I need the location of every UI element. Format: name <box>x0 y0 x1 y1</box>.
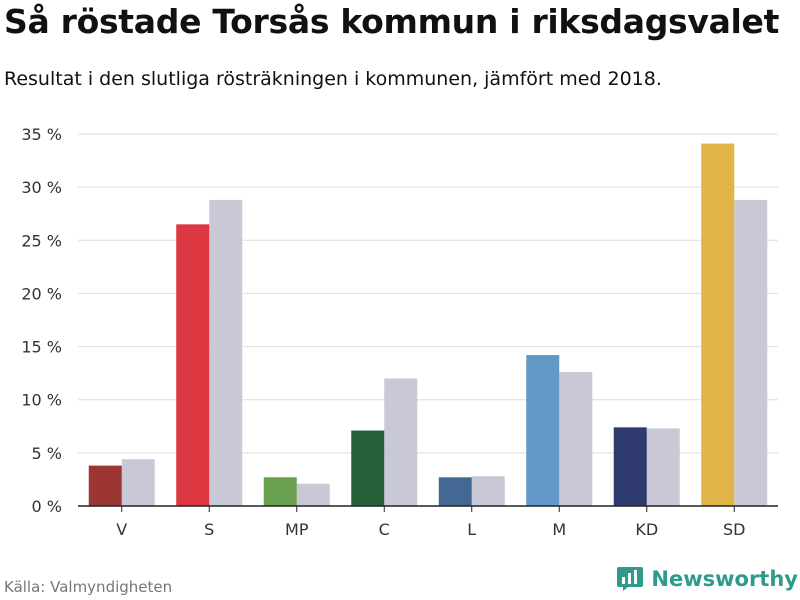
bar-current-s <box>176 224 210 507</box>
x-tick-label: MP <box>285 520 309 539</box>
bar-current-c <box>351 430 385 506</box>
y-tick-label: 0 % <box>32 497 62 516</box>
y-tick-label: 35 % <box>21 125 62 144</box>
bar-current-sd <box>701 143 735 506</box>
bar-current-m <box>526 355 560 506</box>
bar-2018-mp <box>296 483 330 506</box>
brand-logo: Newsworthy <box>616 566 798 592</box>
bar-chart-logo-icon <box>617 567 644 591</box>
brand-name: Newsworthy <box>651 567 798 591</box>
bar-2018-sd <box>734 199 768 506</box>
bar-2018-s <box>209 199 243 506</box>
bar-2018-l <box>471 476 505 506</box>
bar-2018-c <box>384 378 418 506</box>
chart-subtitle: Resultat i den slutliga rösträkningen i … <box>4 68 662 90</box>
bar-current-mp <box>263 477 297 506</box>
bar-current-kd <box>613 427 647 506</box>
x-tick-label: L <box>467 520 476 539</box>
x-tick-label: SD <box>723 520 745 539</box>
bar-current-v <box>88 465 122 506</box>
y-tick-label: 10 % <box>21 391 62 410</box>
bar-2018-m <box>559 372 593 506</box>
chart-title: Så röstade Torsås kommun i riksdagsvalet <box>4 2 780 41</box>
y-tick-label: 30 % <box>21 178 62 197</box>
y-tick-label: 20 % <box>21 284 62 303</box>
x-tick-label: V <box>116 520 127 539</box>
x-tick-label: KD <box>635 520 658 539</box>
y-tick-label: 15 % <box>21 338 62 357</box>
bar-2018-kd <box>646 428 680 506</box>
source-note: Källa: Valmyndigheten <box>4 578 173 596</box>
x-tick-label: S <box>204 520 214 539</box>
y-tick-label: 25 % <box>21 231 62 250</box>
y-tick-label: 5 % <box>32 444 62 463</box>
x-tick-label: M <box>552 520 566 539</box>
bar-current-l <box>438 477 472 506</box>
x-tick-label: C <box>379 520 390 539</box>
bar-2018-v <box>121 459 155 506</box>
